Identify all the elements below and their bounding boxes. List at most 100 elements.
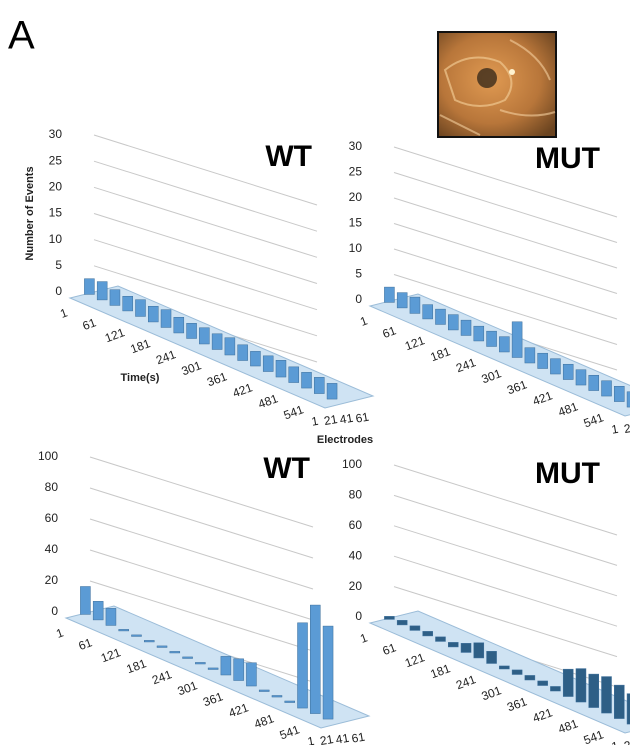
x-tick-label: 1 xyxy=(58,305,69,321)
z-tick-label: 5 xyxy=(355,267,362,281)
z-tick-label: 0 xyxy=(51,604,58,618)
y-axis-label: Electrodes xyxy=(317,434,373,446)
floor xyxy=(370,294,630,416)
spike xyxy=(614,386,624,401)
z-tick-label: 20 xyxy=(45,573,59,587)
spike xyxy=(144,640,154,642)
spike xyxy=(589,674,599,707)
x-tick-label: 181 xyxy=(125,656,149,676)
z-tick-label: 30 xyxy=(49,127,63,141)
x-tick-label: 301 xyxy=(180,358,204,378)
z-tick-label: 0 xyxy=(55,284,62,298)
y-tick-label: 21 xyxy=(319,732,335,745)
panel-title: MUT xyxy=(535,142,600,175)
spike xyxy=(512,670,522,675)
x-tick-label: 481 xyxy=(256,391,280,411)
spike xyxy=(314,377,324,393)
z-tick-label: 10 xyxy=(49,232,63,246)
spike xyxy=(448,315,458,330)
spike xyxy=(576,669,586,702)
z-tick-label: 80 xyxy=(45,480,59,494)
spike xyxy=(276,360,286,377)
spike xyxy=(221,656,231,675)
y-tick-label: 21 xyxy=(623,737,630,745)
grid-line xyxy=(94,214,317,284)
spike xyxy=(110,290,120,306)
panel-title: WT xyxy=(265,140,312,173)
spike xyxy=(97,282,107,300)
x-tick-label: 241 xyxy=(454,672,478,692)
grid-line xyxy=(94,187,317,257)
spike xyxy=(298,623,308,708)
x-tick-label: 301 xyxy=(176,678,200,698)
x-tick-label: 241 xyxy=(150,667,174,687)
grid-line xyxy=(394,526,617,596)
spike xyxy=(93,601,103,620)
z-tick-label: 10 xyxy=(349,241,363,255)
z-tick-label: 15 xyxy=(349,216,363,230)
spike xyxy=(423,305,433,319)
spike xyxy=(135,300,145,317)
floor xyxy=(370,611,630,733)
spike xyxy=(174,317,184,333)
spike xyxy=(538,681,548,686)
y-tick-label: 41 xyxy=(335,731,351,745)
spike xyxy=(199,328,209,344)
spike xyxy=(512,322,522,358)
y-tick-label: 21 xyxy=(623,420,630,436)
spike xyxy=(410,626,420,631)
z-tick-label: 0 xyxy=(355,292,362,306)
z-tick-label: 40 xyxy=(349,548,363,562)
spike xyxy=(310,605,320,714)
z-tick-label: 25 xyxy=(49,153,63,167)
spike xyxy=(461,643,471,652)
z-tick-label: 60 xyxy=(349,518,363,532)
spike xyxy=(461,320,471,335)
y-tick-label: 61 xyxy=(350,730,366,745)
x-tick-label: 301 xyxy=(480,366,504,386)
y-tick-label: 41 xyxy=(339,411,355,427)
x-tick-label: 181 xyxy=(429,661,453,681)
y-tick-label: 1 xyxy=(610,739,619,745)
y-tick-label: 61 xyxy=(354,410,370,426)
x-tick-label: 481 xyxy=(556,399,580,419)
spike xyxy=(225,338,235,355)
spike xyxy=(474,643,484,658)
spike xyxy=(525,348,535,363)
y-tick-label: 1 xyxy=(610,422,619,437)
y-tick-label: 21 xyxy=(323,412,339,428)
x-tick-label: 121 xyxy=(403,333,427,353)
spike xyxy=(259,690,269,692)
z-tick-label: 100 xyxy=(342,457,362,471)
spike xyxy=(187,323,197,338)
x-tick-label: 541 xyxy=(278,722,302,742)
z-tick-label: 20 xyxy=(349,190,363,204)
z-axis-label: Number of Events xyxy=(24,166,36,260)
spike xyxy=(157,646,167,648)
y-tick-label: 1 xyxy=(306,734,315,745)
spike xyxy=(119,629,129,631)
spike xyxy=(614,685,624,718)
x-tick-label: 541 xyxy=(582,727,606,745)
panel: 051015202530WT16112118124130136142148154… xyxy=(24,127,373,446)
x-tick-label: 181 xyxy=(429,344,453,364)
x-tick-label: 361 xyxy=(505,377,529,397)
x-tick-label: 481 xyxy=(252,711,276,731)
spike xyxy=(250,351,260,366)
spike xyxy=(589,375,599,390)
panel-title: MUT xyxy=(535,457,600,490)
z-tick-label: 40 xyxy=(45,542,59,556)
grid-line xyxy=(394,495,617,565)
x-tick-label: 1 xyxy=(358,630,369,646)
spike xyxy=(410,297,420,313)
spike xyxy=(246,663,256,686)
spike xyxy=(397,293,407,308)
grid-line xyxy=(90,488,313,558)
x-tick-label: 361 xyxy=(201,689,225,709)
grid-line xyxy=(394,198,617,268)
x-tick-label: 421 xyxy=(227,700,251,720)
z-tick-label: 20 xyxy=(349,579,363,593)
spike xyxy=(272,695,282,697)
